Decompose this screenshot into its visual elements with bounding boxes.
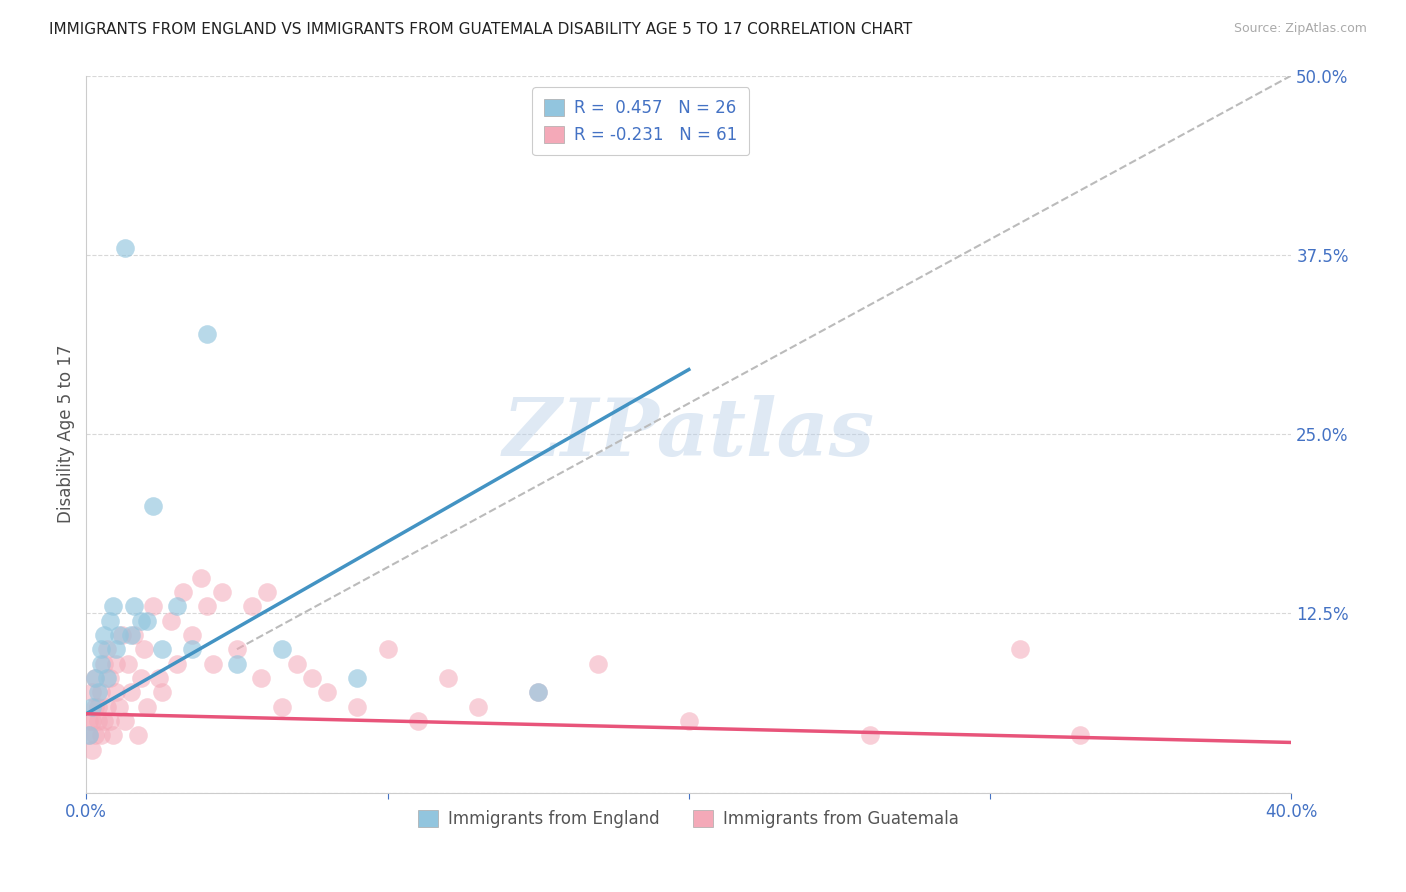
Point <box>82 714 104 728</box>
Point <box>148 671 170 685</box>
Point <box>96 699 118 714</box>
Point <box>90 642 112 657</box>
Point <box>103 728 125 742</box>
Point <box>406 714 429 728</box>
Point <box>96 642 118 657</box>
Point <box>108 699 131 714</box>
Point <box>100 614 122 628</box>
Point <box>79 728 101 742</box>
Point <box>127 728 149 742</box>
Point <box>180 642 202 657</box>
Point <box>82 685 104 699</box>
Legend: Immigrants from England, Immigrants from Guatemala: Immigrants from England, Immigrants from… <box>412 803 966 835</box>
Point <box>105 685 128 699</box>
Point <box>142 499 165 513</box>
Point <box>93 714 115 728</box>
Point <box>195 599 218 614</box>
Point <box>195 326 218 341</box>
Text: Source: ZipAtlas.com: Source: ZipAtlas.com <box>1233 22 1367 36</box>
Point <box>82 699 104 714</box>
Point <box>84 699 107 714</box>
Point <box>467 699 489 714</box>
Point <box>114 241 136 255</box>
Point <box>166 657 188 671</box>
Point <box>111 628 134 642</box>
Point <box>226 657 249 671</box>
Point <box>1010 642 1032 657</box>
Point <box>79 714 101 728</box>
Point <box>100 714 122 728</box>
Point <box>226 642 249 657</box>
Point <box>87 714 110 728</box>
Point <box>100 671 122 685</box>
Point <box>93 657 115 671</box>
Point <box>256 585 278 599</box>
Point <box>159 614 181 628</box>
Point <box>346 699 368 714</box>
Point <box>84 728 107 742</box>
Text: IMMIGRANTS FROM ENGLAND VS IMMIGRANTS FROM GUATEMALA DISABILITY AGE 5 TO 17 CORR: IMMIGRANTS FROM ENGLAND VS IMMIGRANTS FR… <box>49 22 912 37</box>
Point <box>250 671 273 685</box>
Point <box>135 614 157 628</box>
Y-axis label: Disability Age 5 to 17: Disability Age 5 to 17 <box>58 345 75 524</box>
Point <box>285 657 308 671</box>
Point <box>108 628 131 642</box>
Point <box>211 585 233 599</box>
Point <box>150 642 173 657</box>
Point <box>858 728 880 742</box>
Point <box>84 671 107 685</box>
Point <box>124 628 146 642</box>
Point <box>527 685 550 699</box>
Point <box>316 685 339 699</box>
Point <box>103 599 125 614</box>
Point <box>90 657 112 671</box>
Point <box>190 570 212 584</box>
Point <box>82 742 104 756</box>
Point <box>142 599 165 614</box>
Point <box>172 585 194 599</box>
Point <box>1069 728 1091 742</box>
Point <box>90 728 112 742</box>
Point <box>105 657 128 671</box>
Point <box>588 657 610 671</box>
Point <box>129 671 152 685</box>
Point <box>240 599 263 614</box>
Point <box>166 599 188 614</box>
Point <box>301 671 323 685</box>
Point <box>377 642 399 657</box>
Point <box>436 671 458 685</box>
Point <box>87 685 110 699</box>
Point <box>201 657 224 671</box>
Point <box>678 714 700 728</box>
Point <box>96 671 118 685</box>
Point <box>132 642 155 657</box>
Point <box>117 657 139 671</box>
Point <box>84 671 107 685</box>
Point <box>271 699 294 714</box>
Point <box>105 642 128 657</box>
Point <box>121 628 143 642</box>
Point <box>135 699 157 714</box>
Point <box>93 628 115 642</box>
Point <box>124 599 146 614</box>
Point <box>129 614 152 628</box>
Point <box>121 685 143 699</box>
Point <box>114 714 136 728</box>
Point <box>79 728 101 742</box>
Point <box>527 685 550 699</box>
Point <box>90 685 112 699</box>
Point <box>150 685 173 699</box>
Point <box>271 642 294 657</box>
Point <box>87 699 110 714</box>
Text: ZIPatlas: ZIPatlas <box>503 395 875 473</box>
Point <box>346 671 368 685</box>
Point <box>180 628 202 642</box>
